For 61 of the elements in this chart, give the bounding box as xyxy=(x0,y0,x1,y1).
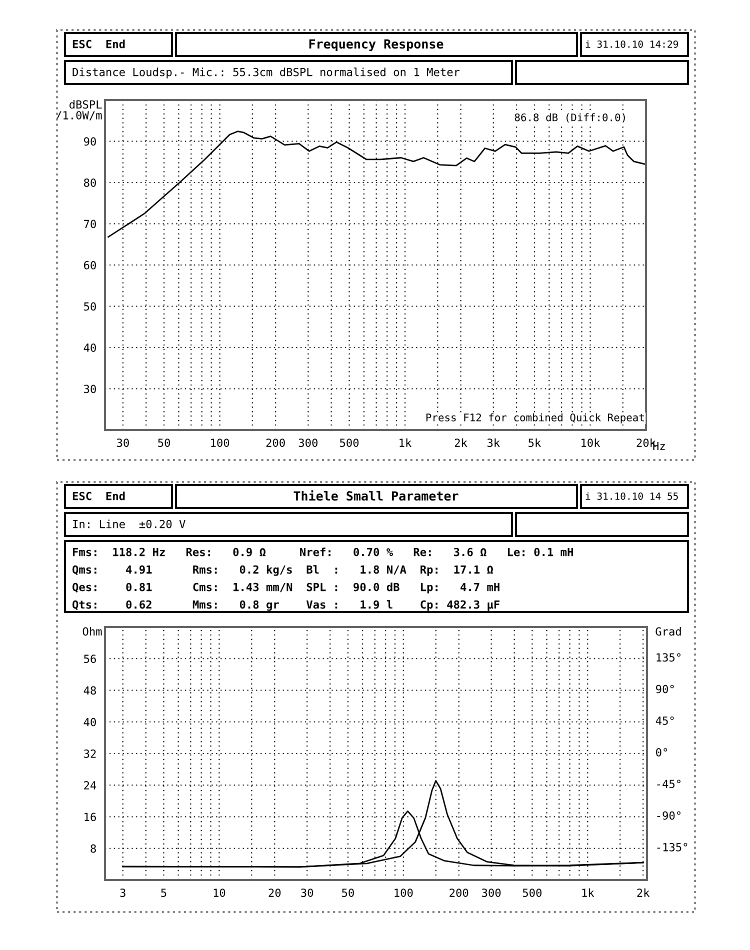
text: i 31.10.10 14 55 xyxy=(586,492,678,500)
x-tick-label: 2k xyxy=(637,888,650,897)
chart-title: Frequency Response xyxy=(309,39,444,52)
y2-tick-label: -45° xyxy=(657,780,680,788)
y-tick-label: 30 xyxy=(84,384,96,394)
x-tick-label: 1k xyxy=(400,438,412,447)
y-tick-label: 24 xyxy=(84,781,96,790)
text: Fms: 118.2 Hz Res: 0.9 Ω Nref: 0.70 % Re: 3.6 Ω Le: 0.1 mH xyxy=(72,548,573,556)
x-tick-label: 500 xyxy=(340,438,359,447)
text: Qes: 0.81 Cms: 1.43 mm/N SPL : 90.0 dB Lp: 4.7 mH xyxy=(72,582,500,594)
y2-tick-label: -90° xyxy=(657,811,680,820)
x-tick-label: 50 xyxy=(342,888,354,897)
annotation: Press F12 for combined Quick Repeat xyxy=(426,413,644,424)
y2-tick-label: -135° xyxy=(657,842,688,852)
x-tick-label: 200 xyxy=(266,438,285,447)
x-tick-label: 20 xyxy=(268,888,281,897)
x-tick-label: 2k xyxy=(454,438,468,447)
x-tick-label: 10k xyxy=(582,438,600,447)
y2-axis-title: Grad xyxy=(656,627,681,636)
y-tick-label: 50 xyxy=(84,302,96,311)
y-axis-title: Ohm xyxy=(82,627,102,636)
y2-tick-label: 45° xyxy=(656,716,674,725)
x-tick-label: 1k xyxy=(582,888,594,897)
x-tick-label: 200 xyxy=(450,888,468,897)
y2-tick-label: 135° xyxy=(656,653,680,662)
text: Qms: 4.91 Rms: 0.2 kg/s Bl : 1.8 N/A Rp: 17.1 Ω xyxy=(72,565,493,576)
y-tick-label: 40 xyxy=(84,718,96,726)
y-tick-label: 8 xyxy=(90,844,96,853)
y-tick-label: 40 xyxy=(84,344,96,352)
annotation: 86.8 dB (Diff:0.0) xyxy=(514,113,625,123)
y-tick-label: 90 xyxy=(84,137,96,146)
y-tick-label: 16 xyxy=(84,812,96,822)
text: In: Line ±0.20 V xyxy=(73,520,186,528)
y-tick-label: 60 xyxy=(84,261,96,270)
x-tick-label: 500 xyxy=(522,888,542,897)
x-tick-label: 30 xyxy=(301,888,314,897)
x-tick-label: 50 xyxy=(158,438,170,447)
y-tick-label: 56 xyxy=(84,654,96,664)
x-tick-label: 10 xyxy=(214,888,226,897)
y-axis-title: dBSPL /1.0W/m xyxy=(56,100,102,120)
x-tick-label: 100 xyxy=(394,888,413,897)
y-tick-label: 32 xyxy=(84,750,96,758)
x-tick-label: 3 xyxy=(120,888,126,897)
x-tick-label: 3k xyxy=(487,438,500,447)
x-tick-label: 300 xyxy=(482,888,501,897)
chart-title: Thiele Small Parameter xyxy=(294,490,458,501)
y-tick-label: 80 xyxy=(84,178,96,187)
y-tick-label: 70 xyxy=(84,220,96,228)
text: Distance Loudsp.- Mic.: 55.3cm dBSPL normalised on 1 Meter xyxy=(72,68,460,78)
x-tick-label: 5k xyxy=(528,438,542,447)
x-tick-label: 100 xyxy=(211,438,230,447)
x-tick-label: 30 xyxy=(117,438,129,447)
y-tick-label: 48 xyxy=(84,686,96,695)
y2-tick-label: 90° xyxy=(656,684,674,694)
text: ESC End xyxy=(72,40,125,48)
y2-tick-label: 0° xyxy=(656,748,668,757)
x-tick-label: 300 xyxy=(298,438,318,447)
text: ESC End xyxy=(72,492,125,500)
x-tick-label: 5 xyxy=(161,888,166,897)
text: Qts: 0.62 Mms: 0.8 gr Vas : 1.9 l Cp: 482.3 µF xyxy=(72,600,500,611)
text: i 31.10.10 14:29 xyxy=(586,40,678,48)
